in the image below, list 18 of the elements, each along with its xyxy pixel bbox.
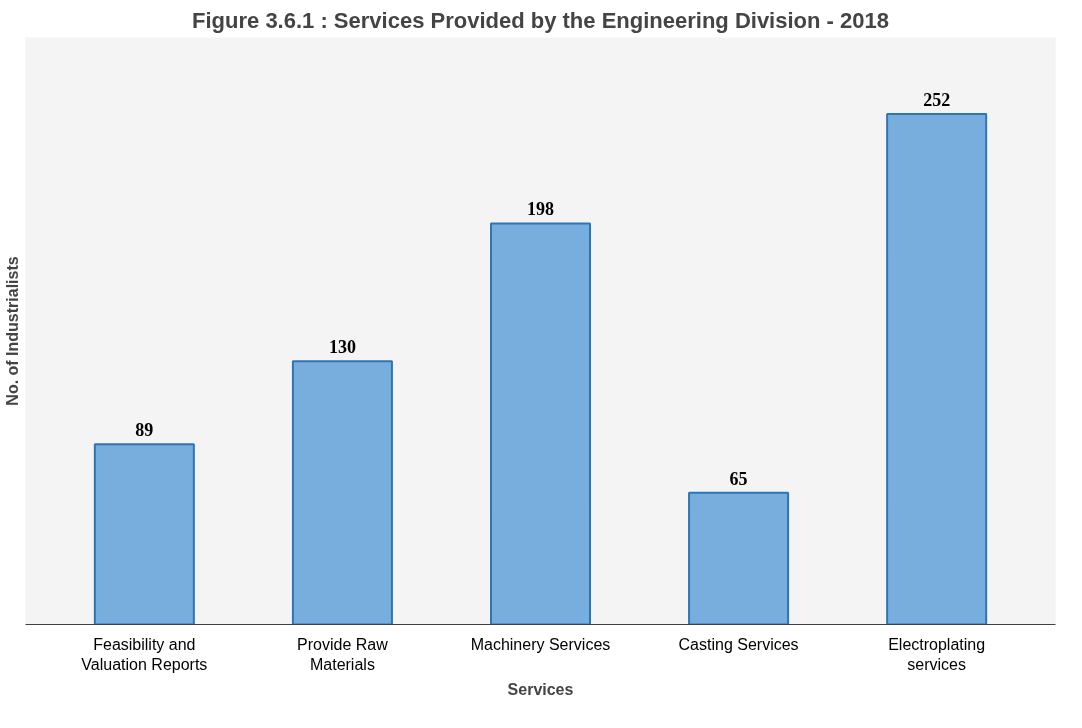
bar: [291, 360, 393, 625]
chart-title: Figure 3.6.1 : Services Provided by the Engineering Division - 2018: [192, 7, 889, 33]
y-axis-title: No. of Industrialists: [3, 256, 21, 406]
data-label: 252: [923, 90, 951, 111]
data-label: 89: [135, 420, 154, 441]
data-label: 198: [527, 199, 554, 220]
data-label: 130: [328, 337, 356, 358]
x-tick-label: Feasibility and Valuation Reports: [81, 635, 208, 673]
data-label: 65: [729, 468, 748, 489]
x-tick-label: Machinery Services: [470, 635, 611, 653]
bar: [886, 113, 988, 625]
x-tick-label: Electroplating services: [888, 635, 986, 673]
bar: [489, 222, 592, 625]
x-tick-label: Casting Services: [678, 635, 799, 653]
x-axis-title: Services: [507, 680, 574, 698]
bar: [688, 491, 790, 625]
x-tick-label: Provide Raw Materials: [297, 635, 389, 673]
bar: [93, 443, 195, 625]
